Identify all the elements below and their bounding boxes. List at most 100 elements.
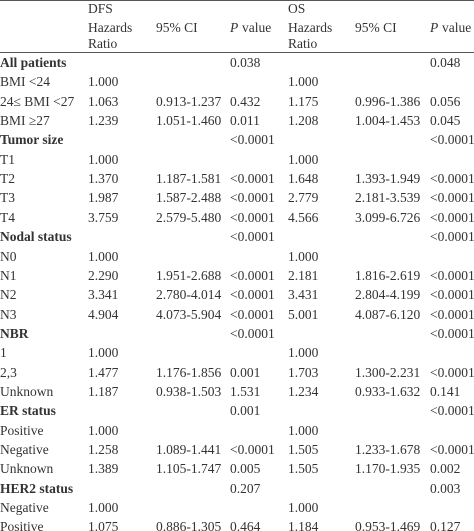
row-label: N3	[0, 306, 17, 322]
cell: 1.075	[88, 519, 119, 531]
cell: <0.0001	[230, 306, 275, 322]
row-label: 24≤ BMI <27	[0, 93, 75, 109]
cell: 0.048	[430, 55, 461, 70]
cell: 1.175	[288, 93, 319, 109]
cell: 0.996-1.386	[355, 93, 421, 109]
cell: 0.464	[230, 519, 261, 531]
row-label: Unknown	[0, 461, 54, 477]
cell: 0.207	[230, 480, 261, 496]
cell: <0.0001	[230, 287, 275, 303]
row-label: T2	[0, 171, 15, 187]
cell: <0.0001	[430, 325, 474, 341]
cell: 1.477	[88, 364, 119, 380]
cell: <0.0001	[430, 190, 474, 206]
cell: 3.431	[288, 287, 319, 303]
cell: 1.300-2.231	[355, 364, 421, 380]
cell: 0.933-1.632	[355, 383, 421, 399]
cell: <0.0001	[430, 364, 474, 380]
cell: 0.886-1.305	[156, 519, 222, 531]
row-label: Negative	[0, 500, 49, 516]
cell: <0.0001	[230, 442, 275, 457]
cell: 1.000	[288, 248, 319, 264]
row-label: N0	[0, 248, 17, 264]
cell: 0.141	[430, 383, 461, 399]
cell: <0.0001	[430, 229, 474, 245]
cell: <0.0001	[430, 403, 474, 419]
cell: <0.0001	[430, 287, 474, 303]
cell: 1.000	[88, 422, 119, 438]
cell: 1.987	[88, 190, 119, 206]
cell: 1.258	[88, 442, 119, 457]
cell: 1.505	[288, 442, 319, 457]
cell: <0.0001	[430, 132, 474, 148]
cell: 1.951-2.688	[156, 267, 222, 283]
cell: 1.000	[288, 151, 319, 167]
cell: 1.000	[88, 345, 119, 361]
column-header: 95% CI	[156, 20, 198, 35]
cell: 0.953-1.469	[355, 519, 421, 531]
cell: <0.0001	[230, 229, 275, 245]
cell: <0.0001	[230, 171, 275, 187]
cell: 2.779	[288, 190, 319, 206]
cell: 2.181	[288, 267, 319, 283]
cell: 1.233-1.678	[355, 442, 421, 457]
cell: 0.056	[430, 93, 461, 109]
cell: 1.184	[288, 519, 319, 531]
row-label: Positive	[0, 422, 44, 438]
cell: 2.290	[88, 267, 119, 283]
top-rule	[0, 0, 474, 1]
row-label: 1	[0, 345, 7, 361]
cell: 0.005	[230, 461, 261, 477]
cell: 1.000	[288, 345, 319, 361]
cell: 3.099-6.726	[355, 209, 421, 225]
group-header: OS	[288, 1, 306, 16]
cell: <0.0001	[430, 267, 474, 283]
cell: 1.648	[288, 171, 319, 187]
cell: 4.087-6.120	[355, 306, 421, 322]
cell: <0.0001	[230, 132, 275, 148]
cell: 1.587-2.488	[156, 190, 222, 206]
cell: 4.904	[88, 306, 119, 322]
cell: 1.176-1.856	[156, 364, 222, 380]
cell: 1.089-1.441	[156, 442, 222, 457]
cell: 3.759	[88, 209, 119, 225]
section-label: HER2 status	[0, 480, 74, 496]
cell: 0.045	[430, 113, 461, 129]
cell: 1.234	[288, 383, 319, 399]
cell: 1.208	[288, 113, 319, 129]
column-header: P	[230, 20, 239, 35]
section-label: NBR	[0, 325, 29, 341]
cell: 1.393-1.949	[355, 171, 421, 187]
column-header: value	[442, 20, 472, 35]
cell: 1.000	[88, 151, 119, 167]
section-label: Nodal status	[0, 229, 72, 245]
cell: <0.0001	[230, 325, 275, 341]
column-header: Ratio	[288, 36, 318, 51]
cell: 0.001	[230, 403, 261, 419]
cell: 0.002	[430, 461, 461, 477]
cell: 1.370	[88, 171, 119, 187]
cell: 1.063	[88, 93, 119, 109]
row-label: T1	[0, 151, 15, 167]
cell: 1.004-1.453	[355, 113, 421, 129]
cell: 2.579-5.480	[156, 209, 222, 225]
cell: 1.187	[88, 383, 119, 399]
row-label: T4	[0, 209, 15, 225]
cell: <0.0001	[230, 267, 275, 283]
cell: 1.505	[288, 461, 319, 477]
cell: 0.001	[230, 364, 261, 380]
column-header: value	[242, 20, 272, 35]
cell: 5.001	[288, 306, 319, 322]
cell: 0.038	[230, 55, 261, 70]
cell: 1.000	[88, 500, 119, 516]
cell: 1.105-1.747	[156, 461, 222, 477]
cell: 0.011	[230, 113, 260, 129]
cell: 4.073-5.904	[156, 306, 222, 322]
section-label: Tumor size	[0, 132, 64, 148]
row-label: T3	[0, 190, 15, 206]
cell: 1.000	[288, 500, 319, 516]
column-header: Hazards	[288, 20, 333, 35]
column-header: Hazards	[88, 20, 133, 35]
group-header: DFS	[88, 1, 113, 16]
cell: 1.389	[88, 461, 119, 477]
